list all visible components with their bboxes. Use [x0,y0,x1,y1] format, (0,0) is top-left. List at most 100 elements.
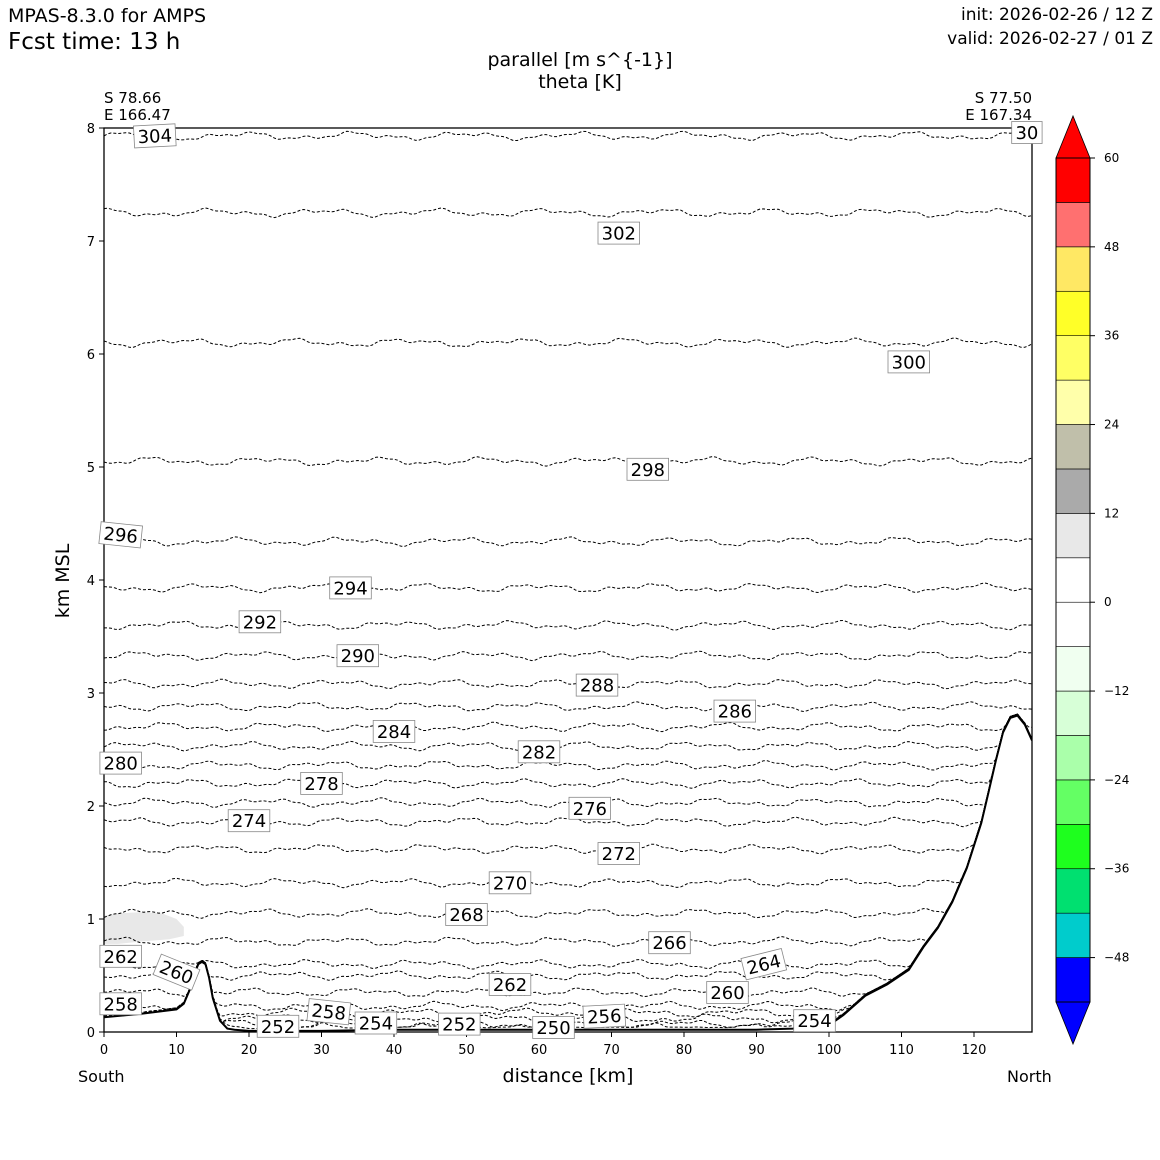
contour-label-258: 258 [306,998,352,1026]
contour-label-280: 280 [99,751,142,775]
right-endpoint-lon: E 167.34 [965,106,1032,124]
contour-label-text: 276 [573,799,607,820]
y-tick-label: 1 [87,913,95,928]
theta-contour-298 [104,455,1032,467]
contour-label-282: 282 [517,740,561,763]
theta-contour-272 [104,713,1032,855]
terrain-profile [104,714,1032,1032]
south-label: South [78,1067,125,1086]
contour-label-266: 266 [648,931,691,954]
theta-contour-282 [104,713,1032,752]
contour-label-294: 294 [329,576,372,599]
contour-label-254: 254 [793,1009,836,1032]
theta-contour-280 [104,713,1032,771]
colorbar-tick-label: 36 [1104,329,1119,343]
contour-label-text: 278 [304,774,338,795]
colorbar-segment [1055,824,1091,870]
theta-contour-302 [104,207,1032,219]
contour-label-304: 304 [133,123,177,149]
colorbar-tick-label: −48 [1104,951,1129,965]
colorbar-tick-label: −24 [1104,773,1129,787]
contour-label-text: 30 [1015,123,1038,144]
colorbar-segment [1055,868,1091,914]
contour-label-text: 280 [104,754,138,775]
x-tick-label: 0 [100,1043,108,1058]
contour-label-text: 302 [602,224,636,245]
x-tick-label: 10 [168,1043,185,1058]
colorbar-segment [1055,202,1091,248]
contour-label-text: 252 [261,1017,295,1038]
contour-label-text: 304 [137,126,172,149]
theta-contour-258 [104,713,1032,1012]
y-tick-label: 2 [87,800,95,815]
contour-label-text: 252 [442,1015,476,1036]
contour-label-text: 286 [718,702,752,723]
colorbar-tick-label: 12 [1104,506,1119,520]
contour-label-296: 296 [98,521,143,549]
colorbar-tick-label: −12 [1104,684,1129,698]
contour-label-text: 294 [333,578,367,599]
theta-contour-278 [104,713,1032,789]
colorbar-segment [1055,157,1091,203]
contour-label-text: 264 [745,951,783,980]
plot-frame [103,127,1033,1033]
x-tick-label: 20 [241,1043,258,1058]
chart-title-wind: parallel [m s^{-1}] [487,49,673,71]
x-axis-label: distance [km] [502,1065,634,1087]
theta-contour-276 [104,713,1032,808]
theta-contour-270 [104,713,1032,889]
y-tick-label: 3 [87,687,95,702]
contour-label-278: 278 [300,772,343,795]
right-endpoint-lat: S 77.50 [974,89,1032,107]
contour-label-text: 296 [102,524,138,548]
y-tick-label: 7 [87,235,95,250]
contour-label-text: 288 [580,676,614,697]
colorbar-segment [1055,290,1091,336]
contour-label-256: 256 [582,1003,627,1029]
contour-label-text: 284 [377,722,411,743]
theta-contour-254 [104,713,1032,1024]
theta-contour-290 [104,650,1032,662]
contour-label-272: 272 [597,842,640,865]
contour-label-extra-262: 262 [99,944,142,968]
init-time: init: 2026-02-26 / 12 Z [960,5,1153,25]
theta-contour-304 [104,130,1032,142]
valid-time: valid: 2026-02-27 / 01 Z [947,29,1153,49]
colorbar-segment [1055,379,1091,425]
y-tick-label: 0 [87,1026,95,1041]
theta-contour-284 [104,713,1032,733]
colorbar-over-arrow [1055,114,1091,159]
colorbar-tick-label: 48 [1104,240,1119,254]
left-endpoint-lon: E 166.47 [104,106,171,124]
contour-label-text: 266 [652,933,686,954]
colorbar-segment [1055,912,1091,958]
colorbar-segment [1055,735,1091,781]
colorbar-segment [1055,335,1091,381]
terrain-fill [104,715,1032,1032]
contour-label-text: 254 [359,1014,393,1035]
contour-label-text: 262 [493,975,527,996]
theta-contour-288 [104,678,1032,690]
contour-label-260: 260 [706,981,749,1004]
wind-shading-patch [104,912,184,944]
contour-label-252: 252 [256,1014,300,1038]
x-tick-label: 120 [962,1043,987,1058]
contour-label-text: 268 [449,905,483,926]
contour-label-text: 260 [710,983,744,1004]
theta-contour-256 [104,713,1032,1019]
contour-label-extra-254: 254 [354,1011,398,1035]
theta-contour-296 [104,536,1032,547]
y-tick-label: 6 [87,348,95,363]
colorbar-under-arrow [1055,1001,1091,1046]
y-tick-label: 5 [87,461,95,476]
contour-label-286: 286 [713,699,756,723]
contour-label-text: 262 [104,947,138,968]
colorbar-segment [1055,601,1091,647]
x-tick-label: 70 [603,1043,620,1058]
colorbar-tick-label: 24 [1104,418,1119,432]
contour-label-extra-258: 258 [99,992,142,1015]
x-tick-label: 40 [386,1043,403,1058]
colorbar-segment [1055,957,1091,1003]
contour-label-text: 258 [104,994,138,1015]
